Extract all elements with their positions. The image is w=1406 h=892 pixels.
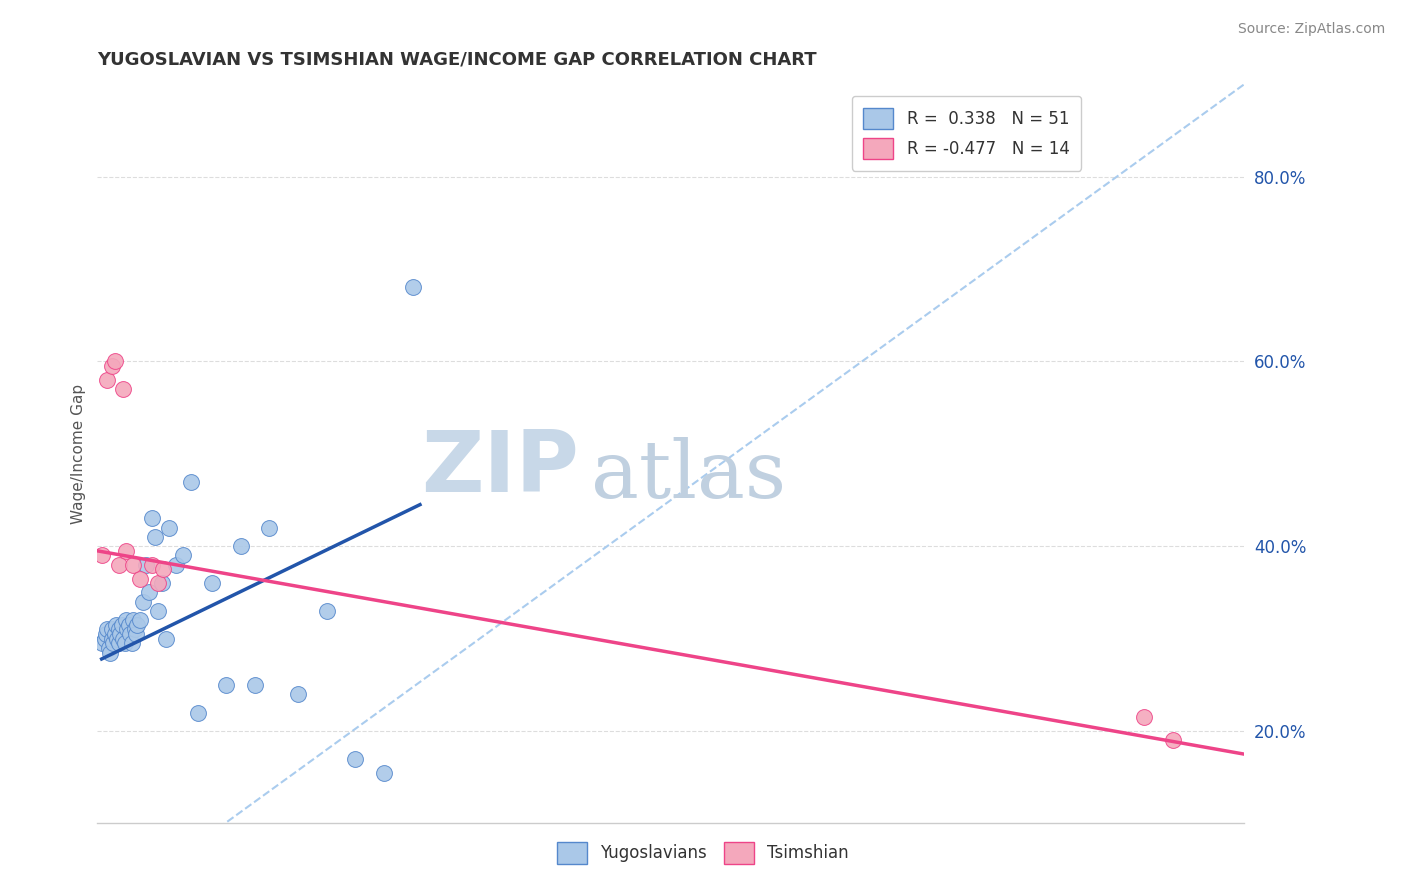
Point — [117, 623, 139, 637]
Point — [108, 558, 131, 572]
Point — [201, 576, 224, 591]
Point — [125, 627, 148, 641]
Point — [150, 576, 173, 591]
Point — [402, 280, 425, 294]
Point — [344, 752, 367, 766]
Point — [157, 521, 180, 535]
Point — [96, 373, 118, 387]
Point — [129, 613, 152, 627]
Point — [112, 382, 135, 396]
Point — [1161, 733, 1184, 747]
Text: Source: ZipAtlas.com: Source: ZipAtlas.com — [1237, 22, 1385, 37]
Point — [127, 617, 149, 632]
Point — [118, 617, 141, 632]
Text: atlas: atlas — [591, 437, 786, 515]
Point — [229, 539, 252, 553]
Point — [107, 632, 129, 646]
Point — [146, 576, 169, 591]
Point — [180, 475, 202, 489]
Point — [152, 562, 174, 576]
Point — [141, 511, 163, 525]
Point — [132, 595, 155, 609]
Point — [90, 549, 112, 563]
Point — [100, 359, 122, 373]
Point — [287, 687, 309, 701]
Y-axis label: Wage/Income Gap: Wage/Income Gap — [72, 384, 86, 524]
Point — [111, 617, 134, 632]
Point — [172, 549, 194, 563]
Point — [108, 623, 131, 637]
Point — [97, 640, 120, 655]
Point — [103, 627, 125, 641]
Point — [101, 636, 124, 650]
Point — [100, 623, 122, 637]
Text: ZIP: ZIP — [422, 427, 579, 510]
Point — [98, 646, 121, 660]
Point — [155, 632, 177, 646]
Point — [146, 604, 169, 618]
Point — [103, 354, 125, 368]
Point — [90, 636, 112, 650]
Point — [108, 636, 131, 650]
Point — [122, 613, 145, 627]
Point — [187, 706, 209, 720]
Legend: Yugoslavians, Tsimshian: Yugoslavians, Tsimshian — [551, 836, 855, 871]
Point — [138, 585, 160, 599]
Point — [110, 627, 132, 641]
Point — [1133, 710, 1156, 724]
Text: YUGOSLAVIAN VS TSIMSHIAN WAGE/INCOME GAP CORRELATION CHART: YUGOSLAVIAN VS TSIMSHIAN WAGE/INCOME GAP… — [97, 51, 817, 69]
Point — [96, 623, 118, 637]
Point — [135, 558, 157, 572]
Point — [143, 530, 166, 544]
Point — [115, 613, 138, 627]
Point — [243, 678, 266, 692]
Point — [112, 632, 135, 646]
Point — [373, 765, 395, 780]
Point — [215, 678, 238, 692]
Point — [122, 558, 145, 572]
Point — [141, 558, 163, 572]
Point — [104, 617, 127, 632]
Point — [121, 636, 143, 650]
Point — [124, 623, 146, 637]
Point — [93, 632, 115, 646]
Point — [120, 627, 142, 641]
Point — [94, 627, 117, 641]
Point — [165, 558, 187, 572]
Point — [259, 521, 281, 535]
Legend: R =  0.338   N = 51, R = -0.477   N = 14: R = 0.338 N = 51, R = -0.477 N = 14 — [852, 96, 1081, 170]
Point — [315, 604, 337, 618]
Point — [115, 544, 138, 558]
Point — [100, 632, 122, 646]
Point — [129, 572, 152, 586]
Point — [114, 636, 136, 650]
